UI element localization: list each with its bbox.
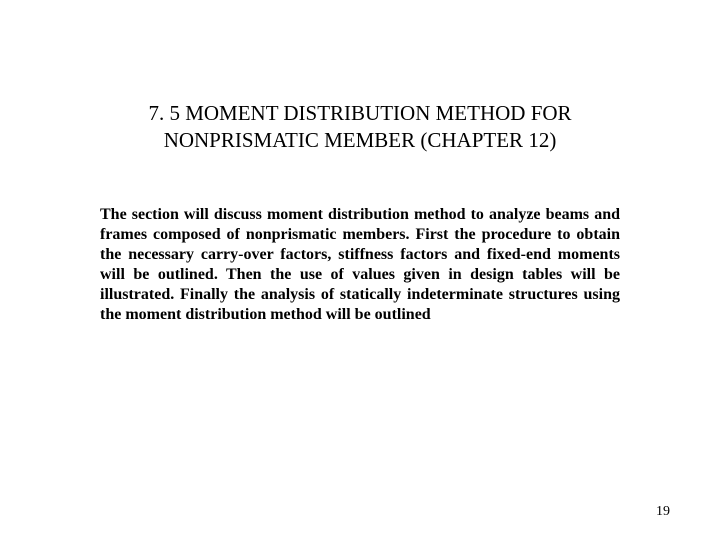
slide-page: 7. 5 MOMENT DISTRIBUTION METHOD FOR NONP… [0, 0, 720, 540]
title-line-1: 7. 5 MOMENT DISTRIBUTION METHOD FOR [148, 101, 571, 125]
page-number: 19 [656, 504, 670, 520]
section-title: 7. 5 MOMENT DISTRIBUTION METHOD FOR NONP… [100, 100, 620, 155]
body-paragraph: The section will discuss moment distribu… [100, 205, 620, 325]
title-line-2: NONPRISMATIC MEMBER (CHAPTER 12) [164, 128, 557, 152]
